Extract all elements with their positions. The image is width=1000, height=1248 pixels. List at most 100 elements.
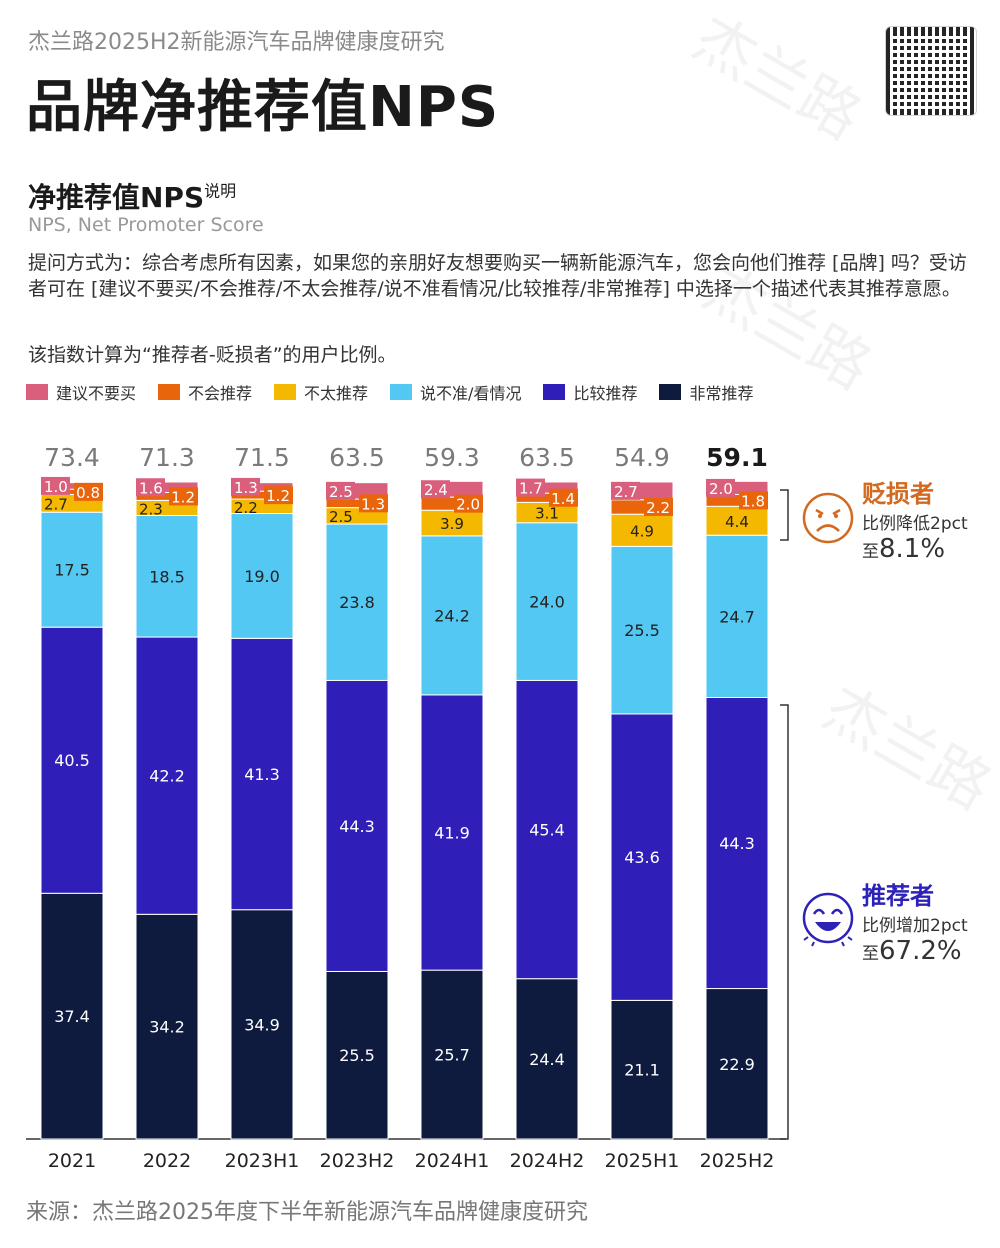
data-label: 23.8 bbox=[339, 593, 375, 612]
page-title: 品牌净推荐值NPS bbox=[26, 75, 500, 140]
nps-value-label: 63.5 bbox=[329, 443, 385, 472]
data-label: 1.6 bbox=[139, 479, 163, 497]
data-label-bg bbox=[706, 478, 735, 497]
legend-swatch bbox=[26, 384, 48, 400]
legend-label: 说不准/看情况 bbox=[420, 384, 522, 403]
x-tick-label: 2025H2 bbox=[700, 1150, 775, 1172]
data-label: 37.4 bbox=[54, 1007, 90, 1026]
data-label: 18.5 bbox=[149, 567, 185, 586]
x-tick-label: 2023H2 bbox=[320, 1150, 395, 1172]
data-label-bg bbox=[326, 481, 355, 500]
watermark: 杰兰路 bbox=[681, 2, 873, 154]
x-tick-label: 2022 bbox=[143, 1150, 191, 1172]
section-title: 净推荐值NPS说明 bbox=[28, 176, 236, 216]
data-label: 44.3 bbox=[719, 834, 755, 853]
data-label: 1.7 bbox=[519, 480, 543, 498]
bar-segment bbox=[420, 969, 484, 1140]
detractors-change: 比例降低2pct bbox=[862, 514, 968, 534]
legend-label: 不会推荐 bbox=[188, 384, 253, 403]
detractors-annotation: 贬损者 比例降低2pct 至8.1% bbox=[862, 474, 968, 564]
bar-segment bbox=[705, 534, 769, 698]
data-label: 22.9 bbox=[719, 1055, 755, 1074]
data-label: 24.0 bbox=[529, 593, 565, 612]
x-tick-label: 2024H2 bbox=[510, 1150, 585, 1172]
data-label: 1.8 bbox=[741, 492, 765, 510]
qr-code bbox=[885, 26, 977, 116]
description: 提问方式为：综合考虑所有因素，如果您的亲朋好友想要购买一辆新能源汽车，您会向他们… bbox=[28, 252, 967, 300]
bar-segment bbox=[230, 513, 294, 639]
stacked-bar-chart: 37.4 40.5 17.5 2.7 0.8 1.0 73.4 2021 34.2 42.2 18.… bbox=[26, 443, 789, 1172]
legend-item: 不会推荐 bbox=[158, 380, 252, 404]
data-label-bg bbox=[264, 486, 293, 505]
detractors-prefix: 至 bbox=[862, 542, 879, 562]
laughing-face-icon bbox=[802, 892, 854, 947]
bar-segment bbox=[230, 909, 294, 1140]
data-label: 1.0 bbox=[44, 478, 68, 496]
data-label: 17.5 bbox=[54, 561, 90, 580]
data-label-bg bbox=[136, 478, 165, 497]
promoters-annotation: 推荐者 比例增加2pct 至67.2% bbox=[862, 876, 968, 966]
data-label: 2.7 bbox=[44, 495, 68, 513]
data-label: 41.9 bbox=[434, 824, 470, 843]
x-tick-label: 2021 bbox=[48, 1150, 96, 1172]
data-label: 2.0 bbox=[709, 480, 733, 498]
data-label-bg bbox=[739, 491, 768, 510]
section-title-text: 净推荐值NPS bbox=[28, 181, 205, 214]
data-label: 1.2 bbox=[266, 487, 290, 505]
legend-swatch bbox=[158, 384, 181, 400]
legend-swatch bbox=[274, 384, 297, 400]
promoters-bracket bbox=[780, 704, 789, 1140]
bar-segment bbox=[705, 988, 769, 1140]
data-label: 2.7 bbox=[614, 483, 638, 501]
data-label: 1.2 bbox=[171, 488, 195, 506]
angry-face-icon bbox=[802, 492, 854, 544]
bar-segment bbox=[705, 505, 769, 536]
legend-swatch bbox=[659, 384, 682, 400]
bar-segment bbox=[420, 535, 484, 696]
nps-value-label: 71.5 bbox=[234, 443, 290, 472]
data-label: 25.5 bbox=[339, 1046, 375, 1065]
data-label: 25.7 bbox=[434, 1046, 470, 1065]
legend-label: 建议不要买 bbox=[56, 384, 137, 403]
bar-segment bbox=[515, 522, 579, 681]
data-label-bg bbox=[74, 482, 103, 501]
data-label-bg bbox=[454, 494, 483, 513]
bar-segment bbox=[515, 978, 579, 1140]
data-label: 25.5 bbox=[624, 621, 660, 640]
data-label: 3.1 bbox=[535, 505, 559, 523]
supertitle: 杰兰路2025H2新能源汽车品牌健康度研究 bbox=[28, 30, 445, 55]
nps-value-label: 71.3 bbox=[139, 443, 195, 472]
section-subtitle: NPS, Net Promoter Score bbox=[28, 214, 264, 236]
promoters-prefix: 至 bbox=[862, 944, 879, 964]
bar-segment bbox=[610, 513, 674, 547]
data-label: 3.9 bbox=[440, 515, 464, 533]
legend-item: 建议不要买 bbox=[26, 380, 136, 404]
data-label: 34.2 bbox=[149, 1018, 185, 1037]
data-label-bg bbox=[359, 494, 388, 513]
data-label: 2.5 bbox=[329, 508, 353, 526]
bar-segment bbox=[325, 970, 389, 1140]
data-label: 2.0 bbox=[456, 496, 480, 514]
bar-segment bbox=[610, 713, 674, 1001]
legend-swatch bbox=[543, 384, 566, 400]
data-label: 1.4 bbox=[551, 490, 575, 508]
data-label: 24.2 bbox=[434, 606, 470, 625]
nps-value-label: 63.5 bbox=[519, 443, 575, 472]
bar-segment bbox=[135, 636, 199, 915]
data-label-bg bbox=[611, 481, 640, 500]
legend-item: 非常推荐 bbox=[659, 380, 753, 404]
data-label: 45.4 bbox=[529, 821, 565, 840]
nps-value-label: 54.9 bbox=[614, 443, 670, 472]
legend-label: 不太推荐 bbox=[304, 384, 369, 403]
legend-item: 不太推荐 bbox=[274, 380, 368, 404]
data-label: 34.9 bbox=[244, 1015, 280, 1034]
data-label: 1.3 bbox=[234, 479, 258, 497]
promoters-value: 67.2% bbox=[879, 936, 962, 966]
bar-segment bbox=[40, 626, 104, 894]
bar-segment bbox=[325, 523, 389, 681]
data-label-bg bbox=[516, 478, 545, 497]
legend-swatch bbox=[390, 384, 413, 400]
formula: 该指数计算为“推荐者-贬损者”的用户比例。 bbox=[28, 344, 397, 366]
data-label: 2.4 bbox=[424, 481, 448, 499]
data-label: 24.4 bbox=[529, 1050, 565, 1069]
